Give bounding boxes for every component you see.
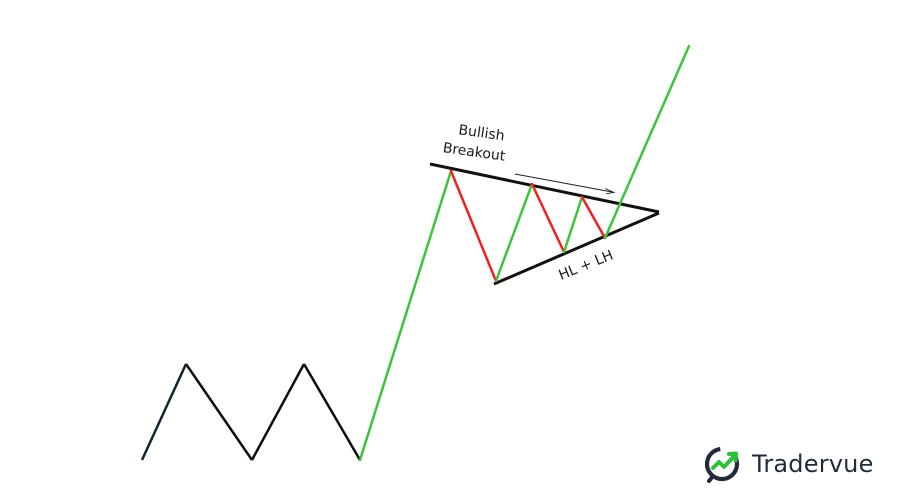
base-leg-3 [250,363,306,461]
breakout-arrow [514,173,616,195]
breakout-label-line1: Bullish [457,122,505,144]
breakout-arrow-head [604,188,616,195]
base-leg-4 [302,363,362,461]
breakout-up-leg [603,44,691,240]
down-leg-2 [530,182,566,254]
down-leg-1 [449,169,498,283]
base-zigzag [140,363,362,461]
breakout-label: Bullish Breakout [442,122,507,165]
flagpole-up-leg [358,169,453,462]
breakout-arrow-shaft [514,173,613,193]
price-legs [358,44,691,462]
up-leg-1 [494,182,534,283]
up-leg-2 [562,195,584,254]
down-leg-3 [580,195,607,240]
base-leg-2 [184,363,254,461]
brand-name: Tradervue [752,450,874,478]
lower-support-trendline [493,211,660,286]
tradervue-brand: Tradervue [702,443,874,485]
tradervue-logo-icon [702,443,744,485]
breakout-label-line2: Breakout [442,140,507,165]
trendlines [429,162,660,286]
base-leg-1 [140,363,188,461]
